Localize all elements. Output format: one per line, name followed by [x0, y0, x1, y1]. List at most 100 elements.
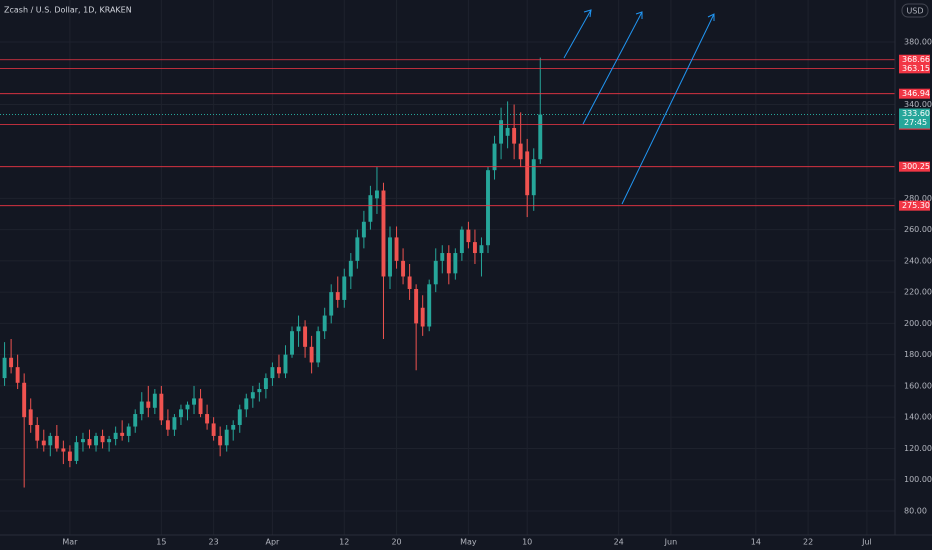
y-tick-label: 380.00: [904, 38, 932, 47]
x-tick-label: Mar: [62, 538, 78, 547]
last-price-bg: [899, 108, 930, 129]
candle-body: [231, 424, 236, 430]
level-label: 275.30: [902, 201, 930, 210]
level-label: 368.66: [902, 55, 930, 64]
candle-body: [2, 357, 7, 379]
candle-body: [133, 414, 138, 427]
level-label: 346.94: [902, 89, 930, 98]
candle-body: [355, 237, 360, 261]
candle-body: [440, 253, 445, 261]
candle-body: [492, 143, 497, 171]
plot: [0, 57, 895, 488]
currency-button[interactable]: [901, 3, 929, 18]
candle-body: [48, 435, 53, 446]
level-label: 300.25: [902, 162, 930, 171]
x-tick-label: 23: [209, 538, 219, 547]
candle-body: [296, 326, 301, 332]
candle-body: [453, 253, 458, 274]
candle-body: [388, 237, 392, 277]
x-tick-label: 10: [522, 538, 532, 547]
candle-body: [22, 382, 27, 418]
candle-body: [335, 292, 340, 300]
candle-body: [486, 170, 490, 246]
x-tick-label: Jul: [861, 538, 872, 547]
x-tick-label: 12: [339, 538, 349, 547]
chart-title: Zcash / U.S. Dollar, 1D, KRAKEN: [4, 6, 132, 15]
candle-body: [237, 409, 242, 425]
arrow-head: [707, 13, 715, 21]
candle-body: [329, 292, 334, 316]
candle-body: [433, 260, 438, 285]
candle-body: [250, 392, 255, 399]
arrows: [563, 9, 715, 205]
candle-body: [348, 260, 353, 277]
candle-body: [54, 435, 59, 449]
y-tick-label: 100.00: [904, 475, 932, 484]
candle-body: [139, 401, 144, 415]
candle-body: [185, 404, 190, 410]
arrow: [563, 9, 592, 59]
candle-body: [120, 432, 125, 436]
level-label-bg: [899, 161, 930, 172]
candle-body: [316, 331, 321, 363]
candle-body: [472, 242, 477, 254]
level-label-bg: [899, 88, 930, 99]
candle-body: [270, 367, 275, 379]
candle-body: [459, 229, 464, 254]
x-tick-label: 22: [803, 538, 813, 547]
y-tick-label: 280.00: [904, 194, 932, 203]
candle-body: [309, 346, 314, 363]
candle-body: [407, 276, 412, 289]
candle-body: [9, 357, 14, 368]
x-tick-label: 24: [614, 538, 624, 547]
candle-body: [94, 435, 98, 446]
candle-body: [401, 260, 406, 277]
candle-body: [257, 389, 262, 393]
candle-body: [368, 195, 373, 222]
y-tick-label: 260.00: [904, 225, 932, 234]
arrow-head: [583, 9, 592, 18]
candle-body: [15, 367, 20, 383]
candle-body: [224, 429, 229, 446]
x-tick-label: Apr: [265, 538, 280, 547]
candle-body: [218, 435, 223, 446]
level-label-bg: [899, 63, 930, 74]
price-axis: [895, 0, 932, 550]
candle-body: [374, 190, 379, 199]
candle-body: [179, 409, 183, 418]
candle-body: [381, 190, 386, 277]
candle-body: [303, 326, 308, 347]
y-tick-label: 80.00: [904, 506, 927, 515]
candle-body: [538, 114, 543, 160]
candle-body: [74, 442, 79, 461]
level-label: 363.15: [902, 64, 930, 73]
candle-body: [113, 432, 118, 440]
candle-body: [146, 401, 151, 408]
last-price-label: 333.60: [902, 109, 930, 118]
y-tick-label: 340.00: [904, 100, 932, 109]
candle-body: [100, 435, 105, 443]
candle-body: [35, 424, 40, 441]
countdown: 27:45: [904, 118, 927, 127]
candle-body: [525, 151, 530, 196]
candle-body: [205, 414, 210, 424]
candle-body: [61, 448, 66, 452]
arrow: [621, 13, 715, 205]
y-tick-label: 220.00: [904, 288, 932, 297]
x-tick-label: Jun: [664, 538, 678, 547]
x-tick-label: 15: [156, 538, 166, 547]
candle-body: [192, 398, 196, 405]
y-tick-label: 160.00: [904, 381, 932, 390]
candle-body: [283, 354, 288, 374]
candle-body: [41, 440, 46, 446]
x-tick-label: 20: [391, 538, 401, 547]
level-label-bg: [899, 200, 930, 211]
currency-label[interactable]: USD: [906, 7, 923, 16]
candle-body: [244, 398, 249, 410]
x-tick-label: May: [460, 538, 477, 547]
level-label-bg: [899, 54, 930, 65]
candle-body: [159, 393, 164, 421]
candle-body: [394, 237, 399, 261]
y-tick-label: 200.00: [904, 319, 932, 328]
